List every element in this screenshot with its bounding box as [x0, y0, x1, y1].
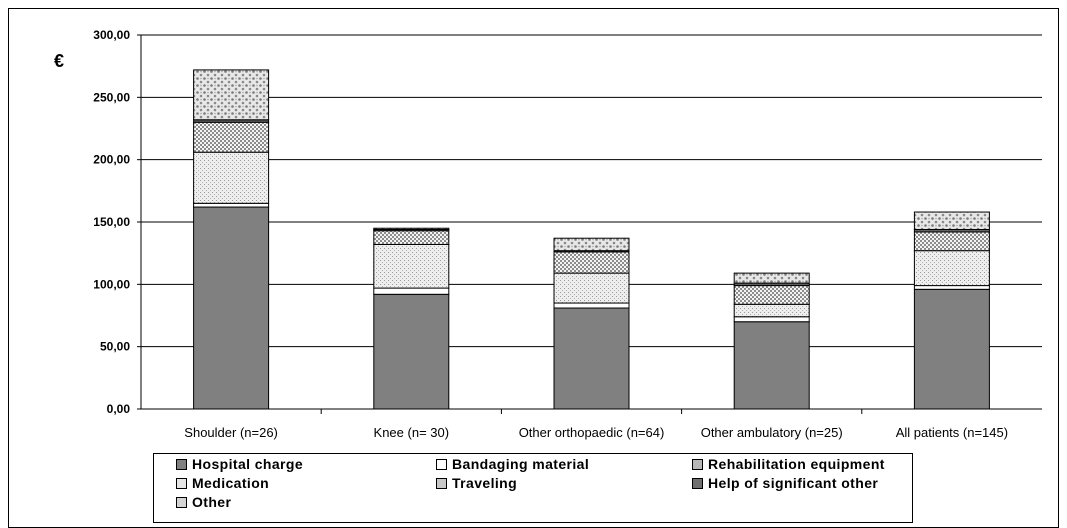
bar-segment [373, 293, 450, 410]
legend-label: Other [192, 494, 232, 510]
legend-item: Other [176, 494, 231, 510]
legend-swatch [436, 477, 447, 489]
bar-segment [733, 285, 810, 305]
legend-label: Hospital charge [192, 456, 304, 472]
legend-swatch [176, 496, 187, 508]
y-tick-label: 0,00 [107, 402, 131, 416]
legend-item: Rehabilitation equipment [692, 456, 885, 472]
x-tick-label: Shoulder (n=26) [184, 425, 278, 440]
bar-segment [733, 321, 810, 410]
bar-segment [733, 303, 810, 318]
legend-label: Bandaging material [452, 456, 590, 472]
legend-item: Traveling [436, 475, 517, 491]
bar-segment [913, 250, 990, 287]
bar-segment [373, 243, 450, 289]
legend-label: Help of significant other [708, 475, 879, 491]
legend-swatch [692, 458, 703, 470]
legend-label: Traveling [452, 475, 518, 491]
y-tick-label: 200,00 [93, 153, 130, 167]
bar-segment [553, 251, 630, 274]
bar-segment [733, 316, 810, 323]
x-tick-label: Other ambulatory (n=25) [701, 425, 843, 440]
bar-segment [913, 231, 990, 252]
bar-segment [553, 307, 630, 410]
bar-segment [913, 285, 990, 290]
bar-segment [553, 302, 630, 309]
bar-segment [913, 211, 990, 230]
x-tick-label: All patients (n=145) [896, 425, 1008, 440]
x-tick-label: Knee (n= 30) [374, 425, 450, 440]
y-axis-unit-label: € [54, 51, 64, 71]
legend-item: Bandaging material [436, 456, 589, 472]
legend-label: Rehabilitation equipment [708, 456, 885, 472]
bar-segment [733, 272, 810, 284]
bar-segment [193, 206, 270, 410]
legend-item: Help of significant other [692, 475, 878, 491]
y-tick-label: 100,00 [93, 277, 130, 291]
legend-label: Medication [192, 475, 270, 491]
bar-segment [373, 227, 450, 230]
bar-segment [553, 237, 630, 252]
y-tick-label: 150,00 [93, 215, 130, 229]
bar-segment [373, 230, 450, 245]
legend-swatch [436, 458, 447, 470]
bar-segment [193, 202, 270, 208]
bar-segment [553, 272, 630, 304]
y-tick-label: 50,00 [100, 340, 130, 354]
y-tick-label: 300,00 [93, 28, 130, 42]
bar-segment [193, 69, 270, 121]
x-tick-label: Other orthopaedic (n=64) [519, 425, 665, 440]
bar-segment [373, 287, 450, 295]
legend: Hospital charge Bandaging material Rehabil… [153, 453, 913, 523]
y-tick-label: 250,00 [93, 90, 130, 104]
legend-item: Medication [176, 475, 269, 491]
stacked-bar-chart: € 0,00 50,00 100,00 150,00 200,00 250,00 300,0… [54, 28, 1042, 440]
bar-segment [193, 151, 270, 204]
legend-swatch [176, 458, 187, 470]
legend-item: Hospital charge [176, 456, 303, 472]
legend-swatch [692, 477, 703, 489]
bar-segment [913, 288, 990, 410]
legend-swatch [176, 477, 187, 489]
bar-segment [193, 121, 270, 153]
